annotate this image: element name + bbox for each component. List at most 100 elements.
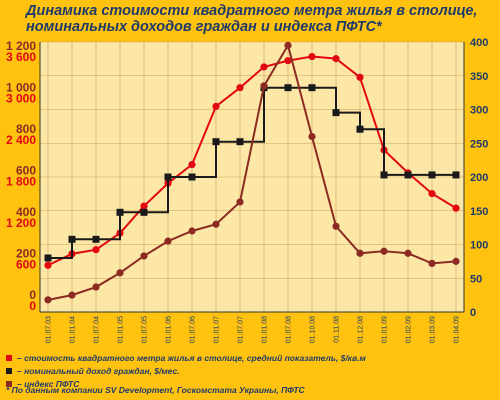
x-axis-tick: 01.02.09 bbox=[406, 316, 413, 343]
data-point-housing-price bbox=[308, 52, 316, 61]
data-point-pfts bbox=[404, 249, 412, 257]
data-point-income bbox=[68, 235, 76, 243]
data-point-income bbox=[92, 235, 100, 243]
data-point-income bbox=[44, 254, 52, 262]
data-point-pfts bbox=[236, 198, 244, 206]
data-point-income bbox=[308, 84, 316, 92]
source-footnote: * По данным компании SV Development, Гос… bbox=[6, 385, 305, 395]
x-axis-tick: 01.12.08 bbox=[358, 316, 365, 343]
data-point-pfts bbox=[332, 222, 340, 230]
left-axis-tick-dark: 200 bbox=[16, 246, 36, 260]
data-point-pfts bbox=[116, 269, 124, 277]
data-point-income bbox=[212, 138, 220, 146]
data-point-pfts bbox=[380, 247, 388, 255]
left-axis-tick-dark: 600 bbox=[16, 163, 36, 177]
left-axis-tick-red: 0 bbox=[29, 299, 36, 313]
chart-title-line-1: Динамика стоимости квадратного метра жил… bbox=[26, 3, 478, 19]
data-point-pfts bbox=[428, 259, 436, 267]
legend-swatch-brown bbox=[6, 380, 12, 387]
right-axis-tick: 150 bbox=[470, 206, 488, 218]
x-axis-tick: 01.07.07 bbox=[238, 316, 245, 343]
legend-item-housing-price: – стоимость квадратного метра жилья в ст… bbox=[6, 351, 366, 364]
legend-label-income: – номинальный доход граждан, $/мес. bbox=[17, 365, 180, 376]
left-axis-tick-red: 2 400 bbox=[6, 133, 36, 147]
left-axis-tick-dark: 1 000 bbox=[6, 80, 36, 94]
right-axis-tick: 50 bbox=[470, 273, 482, 285]
x-axis-tick: 01.01.08 bbox=[262, 316, 269, 343]
x-axis-tick: 01.07.04 bbox=[94, 316, 101, 343]
x-axis-tick: 01.01.04 bbox=[70, 316, 77, 343]
data-point-pfts bbox=[68, 291, 76, 299]
data-point-housing-price bbox=[332, 55, 340, 63]
x-axis-tick: 01.07.05 bbox=[142, 316, 149, 343]
left-axis-tick-red: 1 800 bbox=[6, 174, 36, 188]
data-point-pfts bbox=[140, 252, 148, 260]
data-point-housing-price bbox=[284, 57, 292, 65]
data-point-income bbox=[284, 84, 292, 92]
right-axis-tick: 250 bbox=[470, 138, 488, 150]
data-point-income bbox=[140, 208, 148, 216]
legend-swatch-red bbox=[6, 354, 12, 361]
data-point-income bbox=[356, 125, 364, 133]
x-axis-tick: 01.01.06 bbox=[166, 316, 173, 343]
x-axis-tick: 01.10.08 bbox=[310, 316, 317, 343]
x-axis-tick: 01.07.08 bbox=[286, 316, 293, 343]
left-axis-tick-red: 1 200 bbox=[6, 216, 36, 230]
data-point-income bbox=[116, 208, 124, 216]
data-point-pfts bbox=[44, 296, 52, 304]
data-point-housing-price bbox=[452, 204, 460, 212]
data-point-housing-price bbox=[428, 190, 436, 198]
data-point-housing-price bbox=[212, 102, 220, 110]
x-axis-tick: 01.01.09 bbox=[382, 316, 389, 343]
x-axis-tick: 01.04.09 bbox=[454, 316, 461, 343]
series-line-pfts bbox=[47, 42, 457, 301]
right-axis-tick: 100 bbox=[470, 240, 488, 252]
right-axis-tick: 0 bbox=[470, 307, 476, 319]
data-point-income bbox=[188, 173, 196, 181]
right-axis-tick: 300 bbox=[470, 105, 488, 117]
data-point-income bbox=[404, 171, 412, 179]
data-point-pfts bbox=[452, 257, 460, 265]
data-point-housing-price bbox=[188, 160, 196, 169]
data-point-pfts bbox=[356, 249, 364, 257]
data-point-pfts bbox=[308, 132, 316, 141]
data-point-housing-price bbox=[236, 84, 244, 92]
data-point-pfts bbox=[284, 41, 292, 49]
left-axis-tick-dark: 800 bbox=[16, 122, 36, 136]
left-axis-tick-red: 3 600 bbox=[6, 50, 36, 64]
x-axis-tick: 01.07.03 bbox=[46, 316, 53, 343]
data-point-pfts bbox=[188, 227, 196, 235]
left-axis-tick-dark: 1 200 bbox=[6, 39, 36, 53]
x-axis-tick: 01.03.09 bbox=[430, 316, 437, 343]
data-point-pfts bbox=[212, 220, 220, 228]
x-axis-tick: 01.01.07 bbox=[214, 316, 221, 343]
left-axis-tick-red: 3 000 bbox=[6, 91, 36, 105]
left-axis-tick-dark: 400 bbox=[16, 205, 36, 219]
data-point-income bbox=[332, 109, 340, 117]
legend-label-housing-price: – стоимость квадратного метра жилья в ст… bbox=[17, 352, 366, 363]
data-point-pfts bbox=[260, 82, 268, 90]
left-axis-tick-red: 600 bbox=[16, 257, 36, 271]
data-point-housing-price bbox=[92, 246, 100, 254]
data-point-pfts bbox=[164, 237, 172, 245]
data-point-housing-price bbox=[260, 63, 268, 71]
data-point-housing-price bbox=[140, 202, 148, 210]
series-line-housing-price bbox=[47, 55, 457, 267]
data-point-housing-price bbox=[356, 73, 364, 81]
right-axis-tick: 200 bbox=[470, 172, 488, 184]
legend-item-pfts: – индекс ПФТС bbox=[6, 377, 366, 390]
chart-title: Динамика стоимости квадратного метра жил… bbox=[26, 3, 494, 35]
data-point-housing-price bbox=[44, 261, 52, 269]
data-point-income bbox=[236, 138, 244, 146]
x-axis-tick: 01.11.08 bbox=[334, 316, 341, 343]
legend-label-pfts: – индекс ПФТС bbox=[17, 378, 80, 389]
data-point-income bbox=[380, 171, 388, 179]
data-point-income bbox=[428, 171, 436, 179]
left-axis-tick-dark: 0 bbox=[29, 288, 36, 302]
data-point-income bbox=[452, 171, 460, 179]
legend-item-income: – номинальный доход граждан, $/мес. bbox=[6, 364, 366, 377]
legend-swatch-black bbox=[6, 367, 12, 374]
right-axis-tick: 350 bbox=[470, 71, 488, 83]
